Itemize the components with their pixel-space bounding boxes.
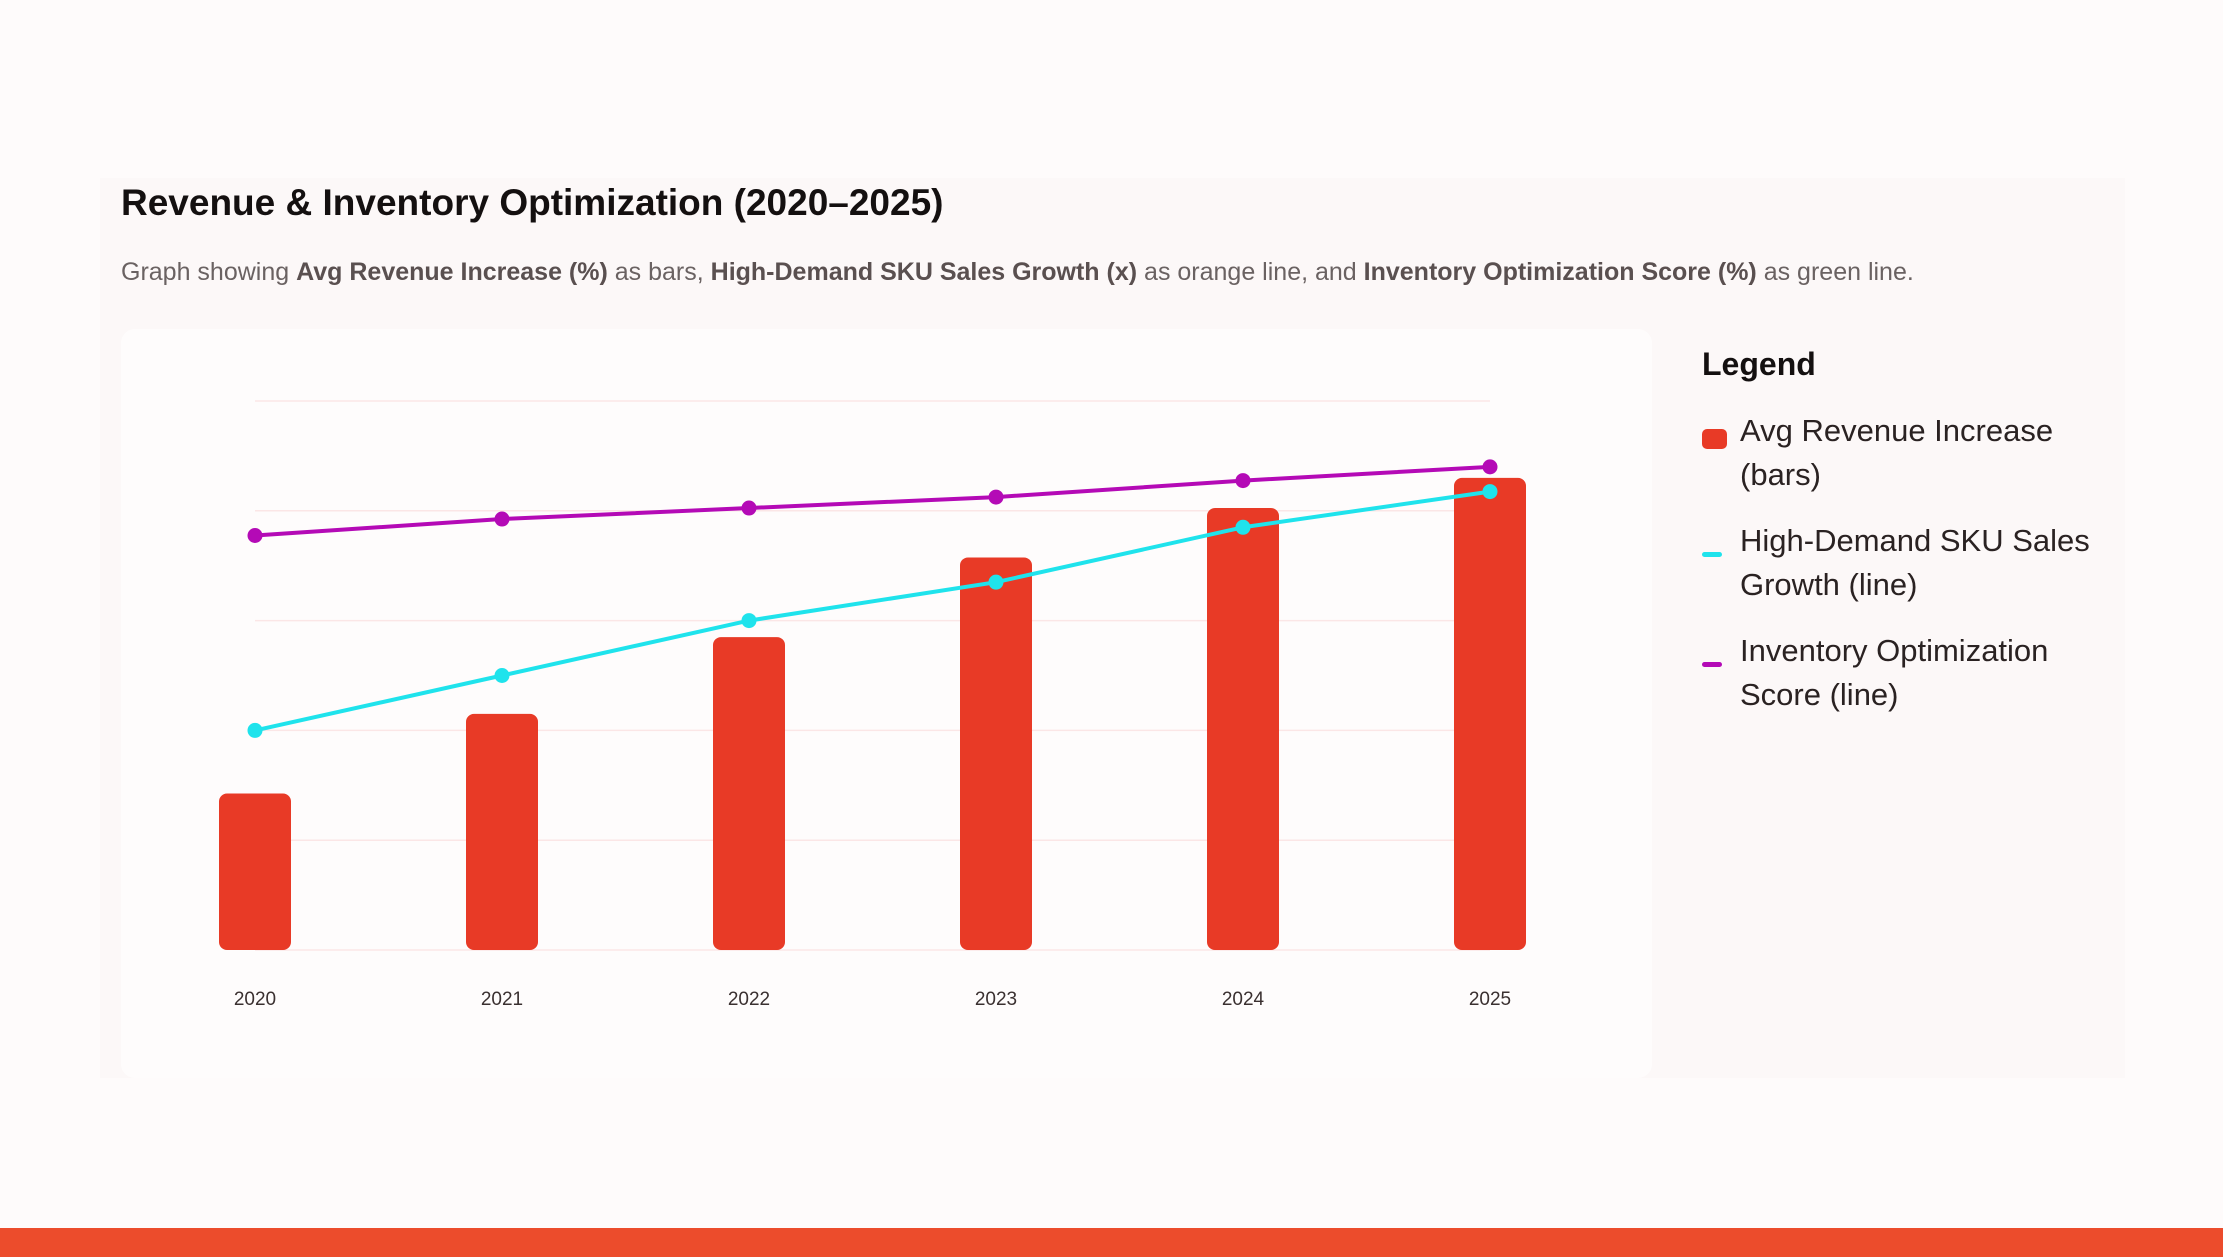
chart-panel: 2020 2021 2022 2023 2024 2025 [121,329,1652,1078]
subtitle-prefix: Graph showing [121,258,297,286]
legend-item-inventory: Inventory Optimization Score (line) [1702,629,2112,717]
x-tick-label-2021: 2021 [481,989,523,1010]
inventory-score-point-2021 [494,511,510,527]
subtitle-mid-2: as orange line, and [1137,258,1364,286]
subtitle-metric-inventory: Inventory Optimization Score (%) [1363,258,1757,286]
legend-title: Legend [1702,346,1816,382]
sku-growth-point-2021 [494,668,510,683]
legend-label-revenue: Avg Revenue Increase (bars) [1740,413,2054,492]
inventory-score-point-2023 [988,489,1004,505]
sku-growth-point-2023 [988,574,1004,590]
chart-subtitle: Graph showing Avg Revenue Increase (%) a… [121,258,1914,287]
legend-label-sku-growth: High-Demand SKU Sales Growth (line) [1740,523,2090,602]
x-tick-label-2025: 2025 [1469,989,1511,1010]
sku-growth-line [253,489,1492,733]
legend-item-sku-growth: High-Demand SKU Sales Growth (line) [1702,519,2112,607]
sku-growth-point-2022 [741,613,757,629]
inventory-score-point-2025 [1482,459,1498,475]
sku-growth-point-2024 [1235,519,1251,535]
subtitle-mid-1: as bars, [607,258,711,286]
x-tick-label-2023: 2023 [975,989,1017,1010]
chart-plot: 2020 2021 2022 2023 2024 2025 [219,400,1526,1010]
chart-title: Revenue & Inventory Optimization (2020–2… [121,182,944,223]
bar-2022 [713,637,785,950]
legend-label-inventory: Inventory Optimization Score (line) [1740,633,2049,712]
bar-2025 [1454,477,1526,950]
inventory-score-point-2020 [247,528,263,544]
x-tick-label-2020: 2020 [234,989,276,1010]
sku-growth-point-2025 [1482,484,1498,500]
bar-2023 [960,557,1032,950]
inventory-score-point-2022 [741,500,757,516]
subtitle-suffix: as green line. [1756,258,1914,286]
legend-swatch-revenue [1702,429,1727,449]
footer-accent-bar [0,1228,2223,1257]
legend: Legend Avg Revenue Increase (bars) High-… [1702,346,2112,739]
subtitle-metric-revenue: Avg Revenue Increase (%) [296,258,608,286]
legend-item-revenue: Avg Revenue Increase (bars) [1702,409,2112,497]
legend-swatch-inventory [1702,662,1722,667]
legend-swatch-sku-growth [1702,552,1722,557]
bar-2020 [219,793,291,950]
bar-2024 [1207,508,1279,950]
inventory-score-line [253,464,1492,538]
x-tick-label-2024: 2024 [1222,989,1265,1010]
subtitle-metric-sku: High-Demand SKU Sales Growth (x) [710,258,1138,286]
x-tick-label-2022: 2022 [728,989,770,1010]
bar-2021 [466,713,538,950]
sku-growth-point-2020 [247,722,263,738]
inventory-score-point-2024 [1235,473,1251,489]
